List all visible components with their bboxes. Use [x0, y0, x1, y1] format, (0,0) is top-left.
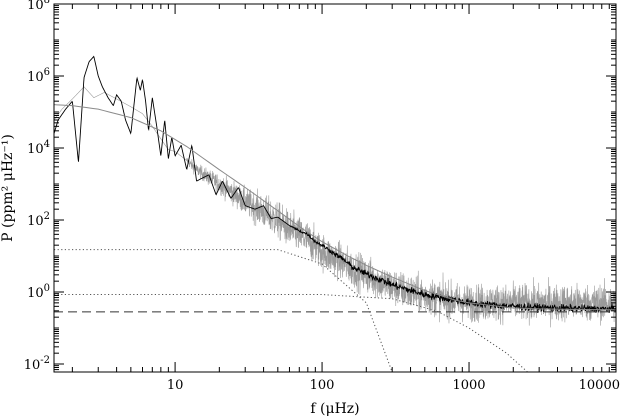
x-tick-label: 100	[310, 378, 335, 393]
x-tick-label: 10	[167, 378, 184, 393]
y-tick-label: 106	[27, 67, 50, 85]
x-tick-label: 10000	[579, 378, 620, 393]
y-axis-label: P (ppm² μHz⁻¹)	[0, 134, 16, 242]
x-tick-label: 1000	[452, 378, 485, 393]
series-black-smoothed-spectrum	[54, 55, 616, 314]
series-dotted-component-2	[54, 294, 528, 372]
y-tick-label: 104	[27, 139, 50, 157]
x-axis-label: f (μHz)	[310, 401, 359, 417]
ticks-layer: 10 100 1000 10000 10-2 100 102 104 106 108	[24, 0, 620, 393]
y-tick-label: 108	[27, 0, 50, 13]
series-model-fit-smooth	[54, 104, 616, 311]
y-tick-label: 10-2	[24, 355, 50, 373]
series-layer	[54, 55, 616, 372]
series-grey-raw-spectrum	[54, 86, 616, 328]
y-tick-label: 102	[27, 211, 50, 229]
series-dotted-component-1	[54, 249, 393, 372]
y-tick-label: 100	[27, 283, 50, 301]
plot-frame	[53, 3, 617, 373]
